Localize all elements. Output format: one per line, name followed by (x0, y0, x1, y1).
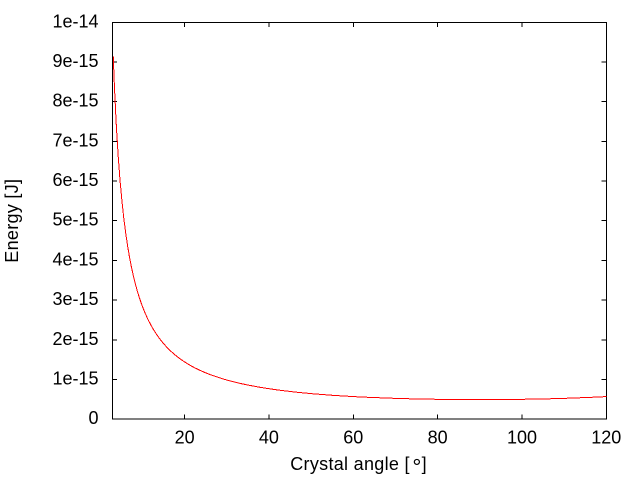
svg-text:20: 20 (175, 428, 195, 448)
svg-text:9e-15: 9e-15 (52, 51, 98, 71)
svg-text:60: 60 (343, 428, 363, 448)
svg-text:0: 0 (88, 408, 98, 428)
svg-text:Energy [J]: Energy [J] (2, 179, 22, 263)
svg-text:3e-15: 3e-15 (52, 289, 98, 309)
svg-text:8e-15: 8e-15 (52, 91, 98, 111)
svg-text:5e-15: 5e-15 (52, 210, 98, 230)
svg-text:2e-15: 2e-15 (52, 329, 98, 349)
svg-text:100: 100 (507, 428, 537, 448)
svg-text:40: 40 (259, 428, 279, 448)
svg-text:6e-15: 6e-15 (52, 170, 98, 190)
svg-text:4e-15: 4e-15 (52, 249, 98, 269)
svg-text:80: 80 (428, 428, 448, 448)
svg-text:7e-15: 7e-15 (52, 130, 98, 150)
svg-text:120: 120 (591, 428, 621, 448)
svg-text:1e-15: 1e-15 (52, 369, 98, 389)
svg-text:1e-14: 1e-14 (52, 11, 98, 31)
